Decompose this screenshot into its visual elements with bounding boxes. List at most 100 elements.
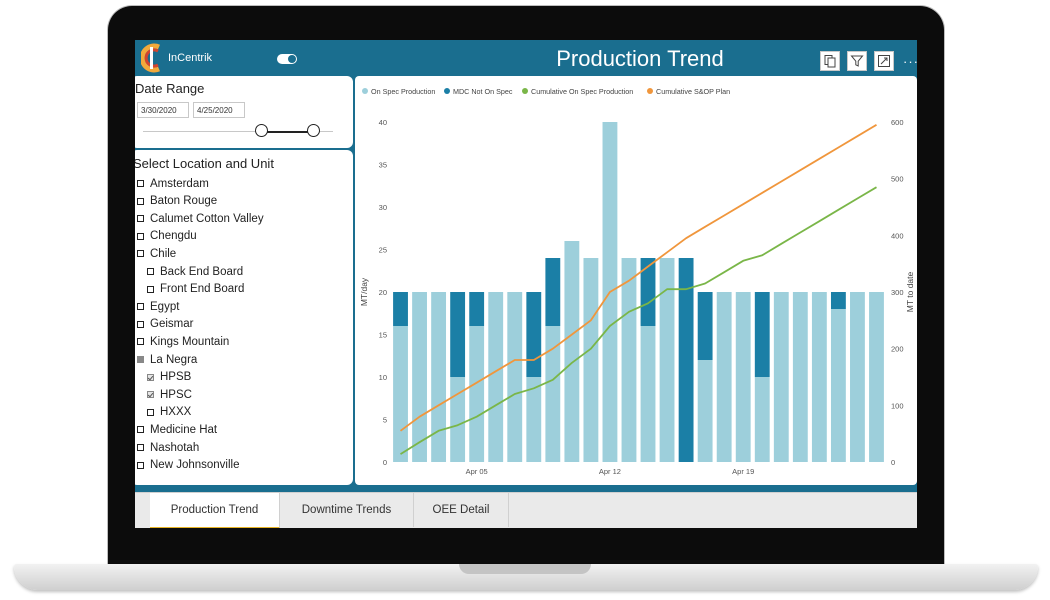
checkbox-icon[interactable] <box>147 268 154 275</box>
focus-mode-icon <box>878 55 890 67</box>
more-options-icon[interactable]: ··· <box>903 54 917 69</box>
location-item[interactable]: HXXX <box>147 404 191 421</box>
y-tick-label: 35 <box>379 161 387 170</box>
location-label: Geismar <box>150 318 194 331</box>
y-axis-label: MT/day <box>359 277 369 306</box>
mdc-not-on-spec-bar <box>450 292 466 377</box>
y-tick-label: 30 <box>379 203 387 212</box>
on-spec-bar <box>488 292 504 462</box>
checkbox-icon[interactable] <box>137 303 144 311</box>
on-spec-bar <box>830 309 846 462</box>
legend-marker <box>647 88 653 94</box>
toggle-knob <box>288 55 296 63</box>
filter-button[interactable] <box>847 51 867 71</box>
start-date-input[interactable]: 3/30/2020 <box>137 102 189 118</box>
location-item[interactable]: Geismar <box>137 316 193 333</box>
on-spec-bar <box>659 258 675 462</box>
date-slider-end-handle[interactable] <box>307 124 320 137</box>
tab-production-trend[interactable]: Production Trend <box>150 493 280 528</box>
checkbox-icon[interactable] <box>137 461 144 469</box>
y-tick-label: 0 <box>383 458 387 467</box>
location-item[interactable]: Chengdu <box>137 228 197 245</box>
location-item[interactable]: HPSB <box>147 369 191 386</box>
focus-mode-button[interactable] <box>874 51 894 71</box>
location-label: Front End Board <box>160 283 245 296</box>
y-tick-label: 20 <box>379 288 387 297</box>
location-label: HPSB <box>160 371 192 384</box>
location-item[interactable]: Amsterdam <box>137 175 209 192</box>
report-header: InCentrik Production Trend ··· <box>135 40 917 76</box>
checkbox-icon[interactable] <box>137 338 144 346</box>
on-spec-bar <box>393 326 408 462</box>
location-item[interactable]: Nashotah <box>137 439 199 456</box>
tab-oee-detail[interactable]: OEE Detail <box>414 493 509 527</box>
location-label: Nashotah <box>150 441 200 454</box>
laptop-notch <box>459 564 591 574</box>
y2-tick-label: 100 <box>891 401 904 410</box>
tab-downtime-trends[interactable]: Downtime Trends <box>280 493 414 527</box>
legend-marker <box>522 88 528 94</box>
y2-tick-label: 300 <box>891 288 904 297</box>
on-spec-bar <box>850 292 865 462</box>
location-item[interactable]: HPSC <box>147 386 192 403</box>
checkbox-icon[interactable] <box>137 215 144 223</box>
date-slider-start-handle[interactable] <box>255 124 268 137</box>
chart-svg: On Spec Production MDC Not On Spec Cumulat… <box>359 87 915 476</box>
location-label: Medicine Hat <box>150 423 218 436</box>
page-tabs: Production Trend Downtime Trends OEE Det… <box>135 492 917 528</box>
on-spec-bar <box>469 326 485 462</box>
location-item[interactable]: Kings Mountain <box>137 333 229 350</box>
logo-text: InCentrik <box>168 52 213 64</box>
location-label: Egypt <box>150 300 180 313</box>
on-spec-bar <box>869 292 884 462</box>
incentrik-logo-icon <box>141 43 160 73</box>
location-item[interactable]: Baton Rouge <box>137 193 217 210</box>
report-canvas: InCentrik Production Trend ··· Date Rang… <box>135 40 917 492</box>
mdc-not-on-spec-bar <box>640 258 656 326</box>
checkbox-icon[interactable] <box>137 356 144 363</box>
checkbox-icon[interactable] <box>147 391 154 399</box>
location-item[interactable]: Egypt <box>137 298 179 315</box>
legend-label: On Spec Production <box>371 87 435 96</box>
location-label: HXXX <box>160 406 192 419</box>
y2-tick-label: 600 <box>891 118 904 127</box>
checkbox-icon[interactable] <box>137 250 144 258</box>
location-item[interactable]: Chile <box>137 245 176 262</box>
mdc-not-on-spec-bar <box>545 258 561 326</box>
checkbox-icon[interactable] <box>147 408 154 416</box>
y-tick-label: 25 <box>379 246 387 255</box>
mdc-not-on-spec-bar <box>678 258 694 462</box>
checkbox-icon[interactable] <box>147 373 154 381</box>
mdc-not-on-spec-bar <box>526 292 542 377</box>
location-item[interactable]: New Johnsonville <box>137 457 240 474</box>
y-tick-label: 40 <box>379 118 387 127</box>
checkbox-icon[interactable] <box>137 444 144 451</box>
incentrik-logo: InCentrik <box>141 43 231 73</box>
checkbox-icon[interactable] <box>137 180 144 187</box>
on-spec-bar <box>564 241 580 462</box>
location-slicer-title: Select Location and Unit <box>135 156 274 171</box>
location-item[interactable]: La Negra <box>137 351 197 368</box>
on-spec-bar <box>754 377 770 462</box>
checkbox-icon[interactable] <box>137 197 144 205</box>
on-spec-bar <box>545 326 561 462</box>
copy-button[interactable] <box>820 51 840 71</box>
location-item[interactable]: Front End Board <box>147 281 244 298</box>
location-label: Calumet Cotton Valley <box>150 212 264 225</box>
location-label: Amsterdam <box>150 177 209 190</box>
location-item[interactable]: Back End Board <box>147 263 243 280</box>
checkbox-icon[interactable] <box>137 426 144 434</box>
y2-tick-label: 200 <box>891 345 904 354</box>
y2-tick-label: 400 <box>891 231 904 240</box>
end-date-input[interactable]: 4/25/2020 <box>193 102 245 118</box>
on-spec-bar <box>526 377 542 462</box>
checkbox-icon[interactable] <box>137 232 144 240</box>
y2-axis-label: MT to date <box>905 271 915 312</box>
location-label: Baton Rouge <box>150 195 218 208</box>
date-slider-track[interactable] <box>143 131 333 132</box>
location-item[interactable]: Medicine Hat <box>137 421 217 438</box>
checkbox-icon[interactable] <box>147 285 154 293</box>
theme-toggle[interactable] <box>277 54 297 64</box>
checkbox-icon[interactable] <box>137 320 144 328</box>
location-item[interactable]: Calumet Cotton Valley <box>137 210 264 227</box>
